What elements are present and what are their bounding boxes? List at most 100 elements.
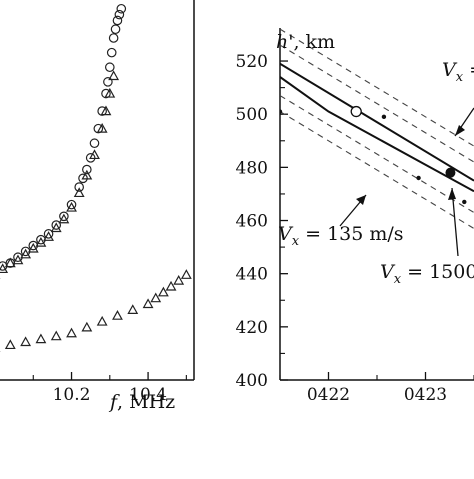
annotation-vx-135: Vx = 135 m/s [278,223,404,249]
left-point [96,122,108,133]
left-point [142,298,154,309]
left-point [35,333,47,344]
dot-marker [381,114,387,120]
left-point [73,187,85,198]
left-point [51,220,62,230]
right-y-tick-label: 460 [236,212,268,232]
left-point [93,123,104,134]
solid-line-0 [280,62,474,182]
left-point [35,236,47,247]
left-series-1 [0,70,120,279]
left-point [50,330,62,341]
annotation-vx-1500: Vx = 1500 [380,261,474,287]
annotation-vx-135-sub: x [292,234,300,249]
left-point [103,77,113,87]
left-point [89,149,100,160]
left-point [106,47,117,58]
annotation-vx-135-var: V [278,223,294,245]
right-y-axis-var: h' [276,31,293,53]
arrowhead-vx-1500 [448,188,456,200]
right-y-axis-title: h', km [276,31,335,53]
annotation-vx-135-text: = 135 m/s [299,223,403,245]
left-point [101,88,111,99]
left-point [4,257,16,268]
right-y-tick-label: 500 [236,105,268,125]
right-y-tick-label: 480 [236,158,268,178]
left-point [89,138,100,149]
left-point [66,199,77,210]
right-x-tick-label: 0422 [307,385,350,405]
dashed-line-5 [280,111,474,229]
dashed-line-2 [280,28,474,147]
left-point [12,254,24,265]
left-point [74,182,84,192]
left-point [0,263,9,274]
dashed-line-3 [280,44,474,163]
right-y-axis-unit: , km [293,31,335,53]
arrowhead-vx-top [455,125,465,136]
left-point [81,169,93,180]
dot-marker [416,175,421,181]
left-point [110,24,121,35]
left-point [43,231,54,241]
right-y-tick-label: 520 [236,52,268,72]
left-point [104,87,116,98]
left-point [59,211,69,222]
left-point [50,222,62,233]
left-x-axis-title: f, MHz [108,391,175,413]
left-point [108,70,120,81]
left-point [20,336,32,347]
right-x-tick-label: 0423 [404,385,447,405]
right-panel: 400 420 440 460 480 500 520 0422 0423 h', km Vx … [236,28,474,405]
left-point [20,248,32,259]
annotation-vx-top-var: V [442,59,458,81]
left-series-0 [0,3,127,271]
left-point [82,164,92,175]
right-axis-ticks: 400 420 440 460 480 500 520 0422 0423 [236,52,474,405]
left-point [97,106,107,116]
right-series [280,28,474,229]
left-point [150,292,162,303]
left-point [173,274,185,285]
left-point [105,62,115,73]
dot-marker [462,199,467,205]
left-point [100,105,112,116]
left-series [0,3,192,352]
annotation-vx-1500-var: V [380,261,396,283]
annotation-vx-top-sub: x [456,70,464,85]
left-point [180,269,192,279]
arrowhead-vx-135 [356,195,366,205]
left-x-tick-label: 10.4 [129,385,167,405]
left-point [157,286,169,297]
left-series-2 [0,269,192,352]
left-panel: 10.2 10.4 f, MHz [0,0,195,413]
annotation-vx-1500-sub: x [394,272,402,287]
filled-circle-marker [445,167,456,178]
annotation-vx-top-text: = [463,59,474,81]
left-point [108,33,119,43]
dashed-line-4 [280,95,474,214]
left-point [127,304,139,314]
left-point [4,339,16,350]
left-point [58,213,70,224]
right-y-tick-label: 400 [236,371,268,391]
annotation-vx-top: Vx = [442,59,474,85]
left-point [66,201,77,212]
annotation-vx-1500-text: = 1500 [401,261,474,283]
solid-line-1 [280,76,474,193]
left-x-axis-unit: , MHz [117,391,175,413]
left-point [96,315,108,326]
left-point [112,15,123,26]
left-point [81,321,93,332]
left-x-axis-var: f [108,391,120,413]
dot-marker [280,109,283,114]
right-markers [280,105,467,205]
left-point [116,3,127,14]
right-y-tick-label: 440 [236,265,268,285]
left-point [43,229,54,239]
left-point [27,242,39,253]
left-point [112,310,123,320]
left-point [114,9,125,20]
